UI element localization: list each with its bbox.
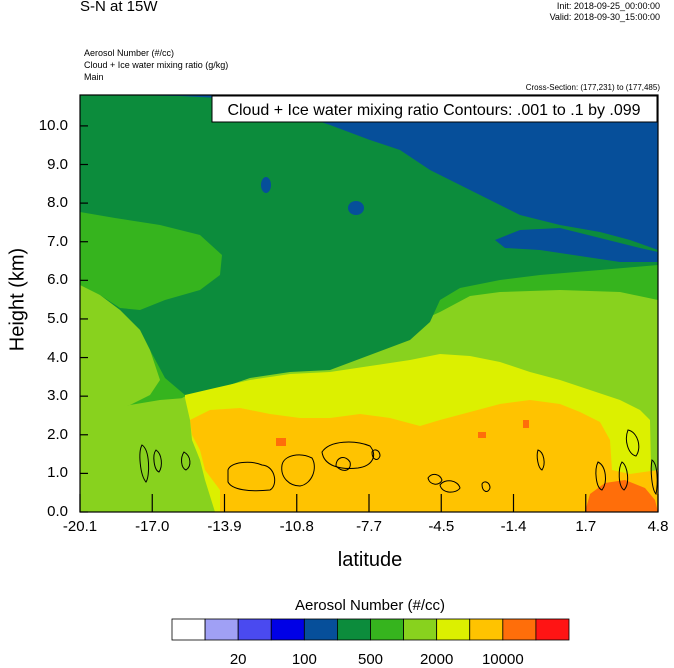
x-tick-label: -20.1 <box>62 518 98 535</box>
variable-label-aerosol: Aerosol Number (#/cc) <box>84 48 175 58</box>
x-axis-label: latitude <box>337 549 403 571</box>
contour-8 <box>371 449 381 460</box>
y-tick-label: 5.0 <box>47 309 68 327</box>
colorbar-swatch <box>237 618 272 641</box>
field-orange-speck <box>276 438 286 446</box>
colorbar-swatch <box>502 618 537 641</box>
colorbar-swatch <box>204 618 239 641</box>
colorbar-swatch <box>403 618 438 641</box>
colorbar-swatch <box>370 618 404 641</box>
axis-ticks <box>79 125 659 513</box>
colorbar-title: Aerosol Number (#/cc) <box>294 597 446 614</box>
colorbar-swatch <box>436 618 471 641</box>
y-tick-label: 3.0 <box>47 387 68 405</box>
contour-4 <box>227 461 276 492</box>
field-blue-blob <box>348 201 364 215</box>
y-tick-label: 4.0 <box>47 348 68 366</box>
colorbar-tick-label: 20 <box>229 651 247 668</box>
init-time: Init: 2018-09-25_00:00:00 <box>556 1 660 11</box>
x-tick-label: -17.0 <box>135 518 170 535</box>
contour-13 <box>595 461 606 491</box>
contour-3 <box>181 451 191 471</box>
field-blue-blob-2 <box>261 177 271 193</box>
y-tick-label: 9.0 <box>47 155 68 173</box>
contour-10 <box>439 480 461 493</box>
contour-9 <box>427 473 443 485</box>
x-tick-label: -4.5 <box>428 518 455 535</box>
contour-7 <box>335 457 351 471</box>
y-tick-label: 8.0 <box>47 194 68 212</box>
colorbar <box>171 618 570 641</box>
field-orange-speck-3 <box>478 432 486 438</box>
x-tick-label: -10.8 <box>279 518 314 535</box>
colorbar-swatch <box>469 618 504 641</box>
x-tick-label: 1.7 <box>575 518 597 535</box>
colorbar-swatch <box>171 618 206 641</box>
valid-time: Valid: 2018-09-30_15:00:00 <box>549 12 660 22</box>
contour-14 <box>618 461 629 491</box>
y-tick-label: 0.0 <box>47 503 68 520</box>
x-tick-label: -7.7 <box>356 518 382 535</box>
contour-11 <box>481 481 491 492</box>
x-tick-label: -1.4 <box>500 518 527 535</box>
field-orange <box>190 400 658 512</box>
contour-6 <box>321 441 374 469</box>
cross-section-label: Cross-Section: (177,231) to (177,485) <box>525 83 660 92</box>
chart-title: S-N at 15W <box>80 0 158 15</box>
y-tick-label: 7.0 <box>47 232 68 250</box>
y-tick-label: 1.0 <box>47 464 68 482</box>
colorbar-swatch <box>337 618 371 641</box>
x-tick-label: -13.9 <box>207 518 242 535</box>
colorbar-swatch <box>303 618 338 641</box>
contour-5 <box>281 454 315 487</box>
colorbar-tick-label: 10000 <box>481 651 524 668</box>
contour-label-box <box>211 95 658 123</box>
contour-2 <box>153 449 162 473</box>
y-tick-label: 6.0 <box>47 271 68 289</box>
colorbar-tick-label: 100 <box>291 651 317 668</box>
x-tick-label: 4.8 <box>647 518 669 535</box>
variable-label-main: Main <box>84 72 104 82</box>
y-tick-label: 10.0 <box>38 116 68 134</box>
field-orange-speck-2 <box>523 420 529 428</box>
contour-12 <box>536 449 545 471</box>
field-blue-top <box>80 95 658 250</box>
colorbar-swatch <box>270 618 305 641</box>
field-lightgreen-left <box>80 285 160 410</box>
cloud-contours <box>139 429 658 496</box>
y-axis-label: Height (km) <box>6 247 29 352</box>
field-green-left <box>80 212 222 310</box>
contour-15 <box>625 429 640 457</box>
colorbar-tick-label: 500 <box>357 651 384 668</box>
aerosol-field <box>80 95 658 512</box>
colorbar-swatch <box>535 618 570 641</box>
contour-16 <box>650 459 658 496</box>
contour-label-text: Cloud + Ice water mixing ratio Contours:… <box>227 102 640 119</box>
contour-1 <box>139 444 150 483</box>
variable-label-cloud: Cloud + Ice water mixing ratio (g/kg) <box>84 60 229 70</box>
colorbar-tick-label: 2000 <box>419 651 454 668</box>
field-blue-mid <box>495 228 658 262</box>
y-tick-label: 2.0 <box>47 425 68 443</box>
